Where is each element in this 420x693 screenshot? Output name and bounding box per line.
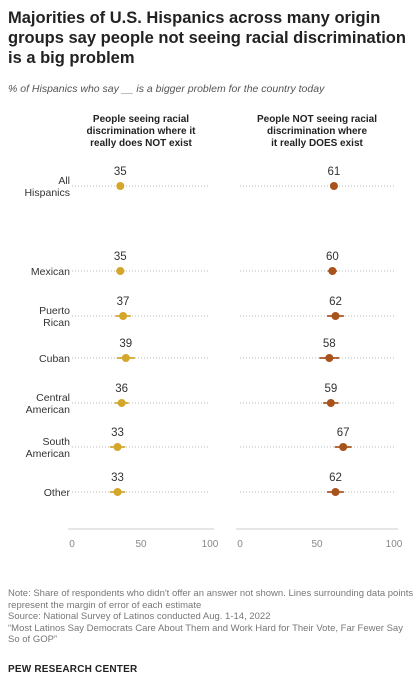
category-label: Puerto Rican	[39, 305, 70, 329]
data-point	[329, 182, 338, 190]
x-tick-label: 0	[237, 539, 243, 550]
category-label-line: Puerto	[39, 305, 70, 317]
report-title-text: “Most Latinos Say Democrats Care About T…	[8, 622, 403, 646]
x-tick-label: 50	[311, 539, 323, 550]
value-label: 62	[329, 472, 342, 484]
data-point	[113, 443, 122, 451]
value-label: 36	[115, 383, 128, 395]
panel-heading-line: discrimination where	[267, 126, 367, 137]
category-label-line: Hispanics	[24, 187, 70, 199]
panel-heading-line: really does NOT exist	[90, 138, 192, 149]
value-label: 61	[328, 166, 341, 178]
data-point	[331, 488, 340, 496]
data-point	[325, 354, 334, 362]
dot-plot-chart: All Hispanics Mexican Puerto Rican Cuban Centr…	[24, 114, 403, 550]
chart-subtitle: % of Hispanics who say __ is a bigger pr…	[8, 83, 325, 95]
x-tick-label: 0	[69, 539, 75, 550]
data-point	[331, 312, 340, 320]
value-label: 59	[324, 383, 337, 395]
data-point	[113, 488, 122, 496]
data-point	[339, 443, 348, 451]
x-tick-label: 100	[202, 539, 219, 550]
category-label: South American	[26, 436, 71, 460]
category-label-line: Rican	[43, 317, 70, 329]
category-label: Mexican	[31, 266, 70, 278]
value-label: 33	[111, 427, 124, 439]
category-label: Other	[44, 487, 71, 499]
data-point	[328, 267, 337, 275]
category-label-line: American	[26, 404, 71, 416]
panel-heading-line: People seeing racial	[93, 114, 189, 125]
panel-heading-line: People NOT seeing racial	[257, 114, 377, 125]
value-label: 60	[326, 251, 339, 263]
category-label-line: All	[58, 175, 70, 187]
data-point	[121, 354, 130, 362]
source-text: Source: National Survey of Latinos condu…	[8, 611, 271, 622]
x-tick-label: 50	[135, 539, 147, 550]
category-label-line: Central	[36, 392, 70, 404]
chart-notes: Note: Share of respondents who didn't of…	[8, 588, 414, 646]
data-point	[116, 267, 125, 275]
category-label: Central American	[26, 392, 71, 416]
category-label-line: Mexican	[31, 266, 70, 278]
chart-title: Majorities of U.S. Hispanics across many…	[8, 9, 406, 67]
value-label: 35	[114, 251, 127, 263]
note-text: Note: Share of respondents who didn't of…	[8, 588, 414, 611]
x-tick-label: 100	[386, 539, 403, 550]
value-label: 58	[323, 338, 336, 350]
data-point	[119, 312, 128, 320]
value-label: 37	[117, 296, 130, 308]
value-label: 67	[337, 427, 350, 439]
data-point	[117, 399, 126, 407]
data-point	[116, 182, 125, 190]
category-label-line: Cuban	[39, 353, 70, 365]
data-point	[326, 399, 335, 407]
category-label-line: Other	[44, 487, 71, 499]
category-label: All Hispanics	[24, 175, 70, 199]
value-label: 39	[119, 338, 132, 350]
category-label: Cuban	[39, 353, 70, 365]
source-organization: PEW RESEARCH CENTER	[8, 664, 138, 675]
panel-heading-line: it really DOES exist	[271, 138, 363, 149]
value-label: 35	[114, 166, 127, 178]
category-label-line: South	[43, 436, 71, 448]
category-label-line: American	[26, 448, 71, 460]
value-label: 33	[111, 472, 124, 484]
panel-heading-line: discrimination where it	[87, 126, 197, 137]
value-label: 62	[329, 296, 342, 308]
